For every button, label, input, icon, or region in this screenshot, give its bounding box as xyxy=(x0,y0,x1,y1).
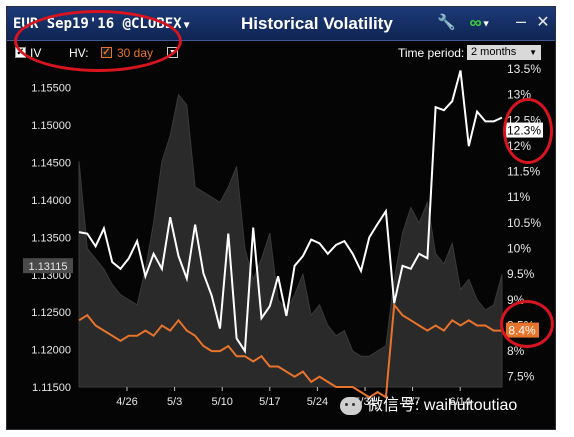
volatility-tick-label: 11% xyxy=(507,190,530,204)
time-period-value: 2 months xyxy=(471,46,517,58)
volatility-tick-label: 8% xyxy=(507,344,525,358)
price-tick-label: 1.12000 xyxy=(31,345,71,357)
chevron-down-icon: ▼ xyxy=(529,48,537,57)
price-tick-label: 1.14000 xyxy=(31,195,71,207)
iv-series xyxy=(78,93,503,388)
volatility-tick-label: 10.5% xyxy=(507,216,541,230)
price-tick-label: 1.11500 xyxy=(32,382,71,394)
date-tick-label: 4/26 xyxy=(116,396,137,408)
close-icon[interactable]: ✕ xyxy=(536,14,550,31)
hv-series xyxy=(78,302,502,400)
volatility-tick-label: 10% xyxy=(507,242,531,256)
date-tick-label: 5/24 xyxy=(307,396,328,408)
date-tick-label: 5/10 xyxy=(211,396,232,408)
watermark: 微信号: waihuitoutiao xyxy=(340,393,517,419)
chevron-down-icon: ▼ xyxy=(481,18,491,29)
window-title: Historical Volatility xyxy=(241,14,393,33)
link-icon[interactable]: ∞▼ xyxy=(469,13,491,32)
hv-line xyxy=(78,302,502,400)
price-tick-label: 1.12500 xyxy=(31,307,71,319)
current-price-label: 1.13115 xyxy=(29,261,68,273)
price-tick-label: 1.15000 xyxy=(31,120,71,132)
time-period-label: Time period: xyxy=(398,46,465,60)
price-axis: 1.155001.150001.145001.140001.135001.130… xyxy=(31,83,71,394)
wrench-icon[interactable]: 🔧 xyxy=(437,14,456,31)
annotation-circle-header xyxy=(14,10,182,72)
price-tick-label: 1.14500 xyxy=(31,158,71,170)
date-tick-label: 5/17 xyxy=(259,396,280,408)
volatility-tick-label: 7.5% xyxy=(507,370,535,384)
iv-area xyxy=(78,93,503,388)
volatility-tick-label: 9.5% xyxy=(507,267,535,281)
price-tick-label: 1.13500 xyxy=(31,232,71,244)
price-series xyxy=(78,70,503,355)
date-tick-label: 6/7 xyxy=(405,396,420,408)
minimize-icon[interactable]: – xyxy=(515,11,526,31)
time-period-select[interactable]: 2 months ▼ xyxy=(467,45,541,60)
date-tick-label: 6/14 xyxy=(449,396,470,408)
volatility-tick-label: 11.5% xyxy=(507,165,540,179)
annotation-circle-hv xyxy=(500,300,554,348)
current-price-marker xyxy=(23,258,73,274)
wechat-icon xyxy=(340,396,362,415)
chevron-down-icon: ▼ xyxy=(183,20,190,31)
price-line xyxy=(78,70,503,355)
price-tick-label: 1.15500 xyxy=(31,83,71,95)
annotation-circle-iv xyxy=(503,98,553,164)
date-axis: 4/26 5/3 5/10 5/17 5/24 5/31 6/7 6/14 xyxy=(116,387,471,408)
date-tick-label: 5/3 xyxy=(167,396,182,408)
watermark-text: 微信号: waihuitoutiao xyxy=(367,397,518,414)
volatility-tick-label: 13.5% xyxy=(507,62,541,76)
